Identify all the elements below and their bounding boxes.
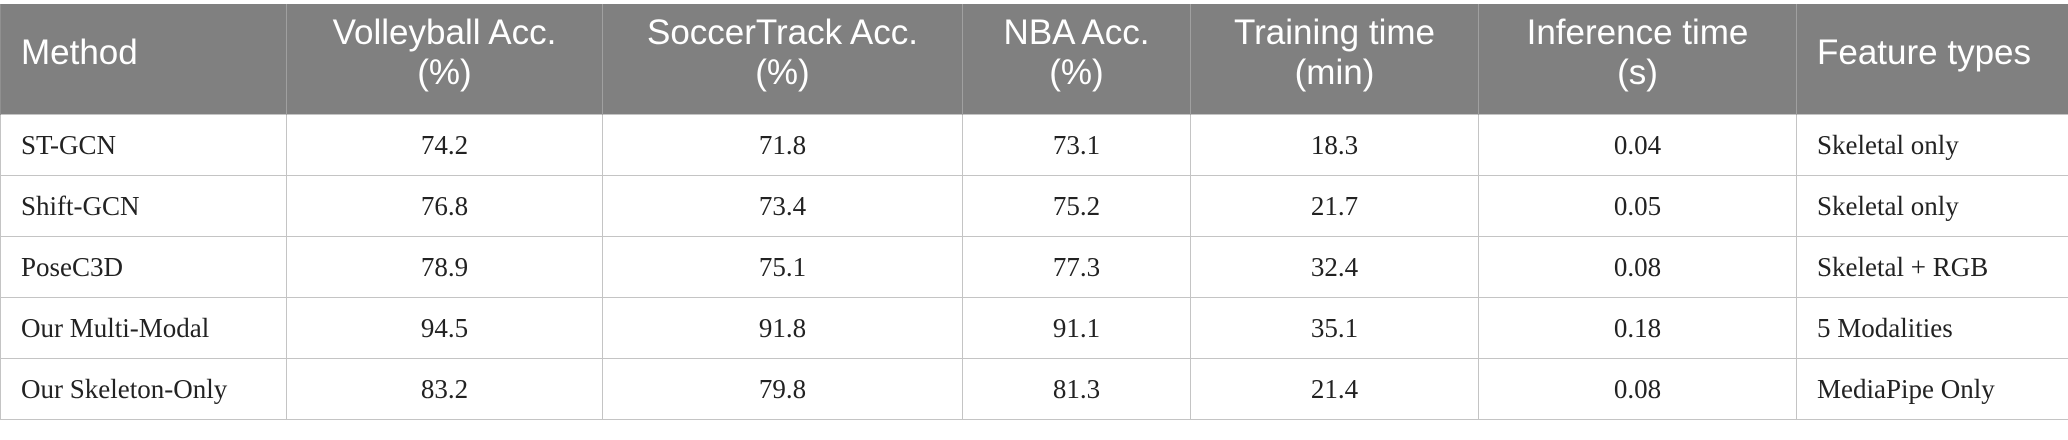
cell-nba-acc: 73.1 xyxy=(962,114,1191,176)
cell-method: Our Multi-Modal xyxy=(0,297,287,359)
cell-method: Shift-GCN xyxy=(0,175,287,237)
table-row: ST-GCN 74.2 71.8 73.1 18.3 0.04 Skeletal… xyxy=(0,114,2068,176)
cell-method: Our Skeleton-Only xyxy=(0,358,287,420)
cell-soccertrack-acc: 73.4 xyxy=(602,175,963,237)
cell-volleyball-acc: 78.9 xyxy=(286,236,603,298)
cell-soccertrack-acc: 75.1 xyxy=(602,236,963,298)
cell-soccertrack-acc: 79.8 xyxy=(602,358,963,420)
header-soccertrack-acc: SoccerTrack Acc. (%) xyxy=(602,4,963,115)
cell-method: PoseC3D xyxy=(0,236,287,298)
cell-nba-acc: 75.2 xyxy=(962,175,1191,237)
cell-inference-time: 0.04 xyxy=(1478,114,1797,176)
cell-nba-acc: 91.1 xyxy=(962,297,1191,359)
table-row: Shift-GCN 76.8 73.4 75.2 21.7 0.05 Skele… xyxy=(0,175,2068,237)
cell-volleyball-acc: 74.2 xyxy=(286,114,603,176)
table-row: PoseC3D 78.9 75.1 77.3 32.4 0.08 Skeleta… xyxy=(0,236,2068,298)
table-row: Our Multi-Modal 94.5 91.8 91.1 35.1 0.18… xyxy=(0,297,2068,359)
cell-inference-time: 0.18 xyxy=(1478,297,1797,359)
cell-feature-types: Skeletal + RGB xyxy=(1796,236,2068,298)
header-feature-types: Feature types xyxy=(1796,4,2068,115)
header-training-time: Training time (min) xyxy=(1190,4,1479,115)
table-row: Our Skeleton-Only 83.2 79.8 81.3 21.4 0.… xyxy=(0,358,2068,420)
cell-volleyball-acc: 76.8 xyxy=(286,175,603,237)
cell-training-time: 18.3 xyxy=(1190,114,1479,176)
table-header-row: Method Volleyball Acc. (%) SoccerTrack A… xyxy=(0,4,2068,115)
header-method: Method xyxy=(0,4,287,115)
cell-nba-acc: 77.3 xyxy=(962,236,1191,298)
cell-inference-time: 0.08 xyxy=(1478,358,1797,420)
cell-feature-types: Skeletal only xyxy=(1796,114,2068,176)
cell-training-time: 32.4 xyxy=(1190,236,1479,298)
cell-feature-types: MediaPipe Only xyxy=(1796,358,2068,420)
cell-method: ST-GCN xyxy=(0,114,287,176)
cell-inference-time: 0.08 xyxy=(1478,236,1797,298)
cell-soccertrack-acc: 91.8 xyxy=(602,297,963,359)
cell-soccertrack-acc: 71.8 xyxy=(602,114,963,176)
cell-feature-types: 5 Modalities xyxy=(1796,297,2068,359)
cell-nba-acc: 81.3 xyxy=(962,358,1191,420)
comparison-table: Method Volleyball Acc. (%) SoccerTrack A… xyxy=(0,4,2068,420)
cell-volleyball-acc: 94.5 xyxy=(286,297,603,359)
header-nba-acc: NBA Acc. (%) xyxy=(962,4,1191,115)
cell-training-time: 21.7 xyxy=(1190,175,1479,237)
cell-feature-types: Skeletal only xyxy=(1796,175,2068,237)
cell-training-time: 21.4 xyxy=(1190,358,1479,420)
cell-training-time: 35.1 xyxy=(1190,297,1479,359)
results-table-container: Method Volleyball Acc. (%) SoccerTrack A… xyxy=(0,4,2068,420)
header-inference-time: Inference time (s) xyxy=(1478,4,1797,115)
cell-volleyball-acc: 83.2 xyxy=(286,358,603,420)
cell-inference-time: 0.05 xyxy=(1478,175,1797,237)
header-volleyball-acc: Volleyball Acc. (%) xyxy=(286,4,603,115)
